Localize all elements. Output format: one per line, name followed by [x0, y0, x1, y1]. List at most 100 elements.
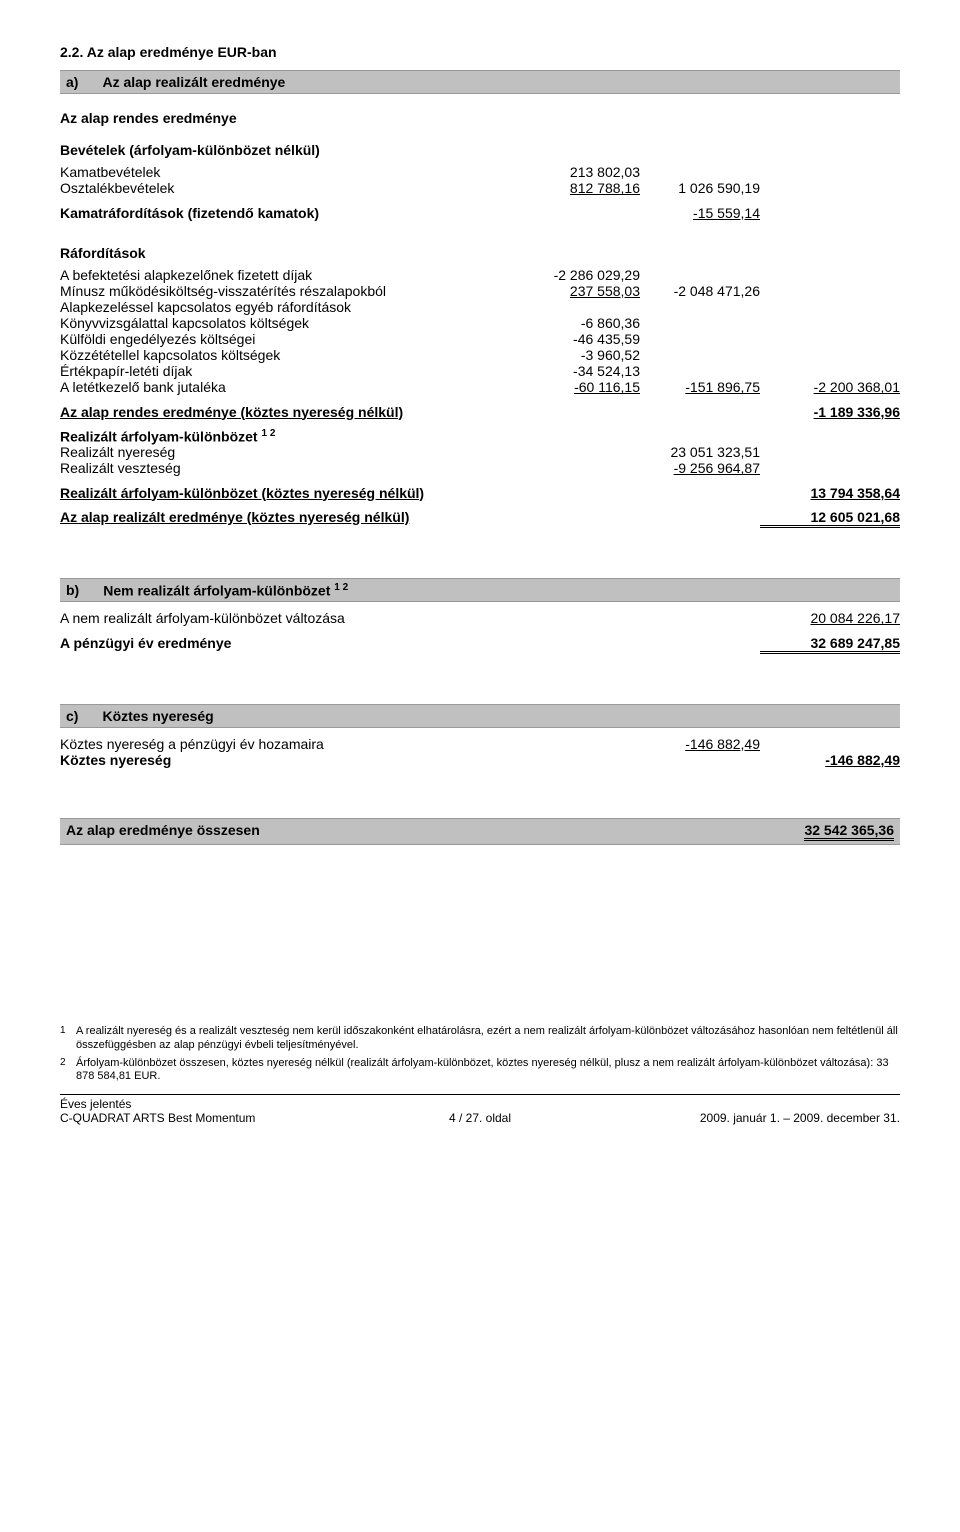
row-unrealized-change: A nem realizált árfolyam-különbözet vált… — [60, 610, 900, 626]
row-custodian: A letétkezelő bank jutaléka -60 116,15 -… — [60, 379, 900, 395]
label: Mínusz működésiköltség-visszatérítés rés… — [60, 283, 520, 299]
row-interest-expense: Kamatráfordítások (fizetendő kamatok) -1… — [60, 205, 900, 221]
footer-right-text: 2009. január 1. – 2009. december 31. — [700, 1111, 900, 1125]
col1: 812 788,16 — [520, 180, 640, 196]
col3: 13 794 358,64 — [760, 485, 900, 501]
label: Alapkezeléssel kapcsolatos egyéb ráfordí… — [60, 299, 520, 315]
col1: -6 860,36 — [520, 315, 640, 331]
col1: -60 116,15 — [520, 379, 640, 395]
col1: -3 960,52 — [520, 347, 640, 363]
total-bar: Az alap eredménye összesen 32 542 365,36 — [60, 818, 900, 845]
label: Az alap realizált eredménye (köztes nyer… — [60, 509, 520, 528]
col2: -146 882,49 — [640, 736, 760, 752]
row-interim-total: Köztes nyereség -146 882,49 — [60, 752, 900, 768]
label: Közzététellel kapcsolatos költségek — [60, 347, 520, 363]
label: A letétkezelő bank jutaléka — [60, 379, 520, 395]
col1 — [520, 404, 640, 420]
col2: -2 048 471,26 — [640, 283, 760, 299]
page: 2.2. Az alap eredménye EUR-ban a) Az ala… — [0, 0, 960, 1145]
col1: -2 286 029,29 — [520, 267, 640, 283]
col1: -34 524,13 — [520, 363, 640, 379]
col2 — [640, 404, 760, 420]
col1 — [520, 299, 640, 315]
label: Köztes nyereség a pénzügyi év hozamaira — [60, 736, 520, 752]
label: Köztes nyereség — [60, 752, 520, 768]
label: Realizált árfolyam-különbözet (köztes ny… — [60, 485, 520, 501]
label: A pénzügyi év eredménye — [60, 635, 520, 654]
col3 — [760, 164, 900, 180]
label: Realizált árfolyam-különbözet 1 2 — [60, 428, 520, 445]
income-heading: Bevételek (árfolyam-különbözet nélkül) — [60, 142, 900, 158]
footnote-1: 1 A realizált nyereség és a realizált ve… — [60, 1025, 900, 1053]
footer-mid-text: 4 / 27. oldal — [449, 1111, 511, 1125]
row-minus-reimb: Mínusz működésiköltség-visszatérítés rés… — [60, 283, 900, 299]
footnote-1-text: A realizált nyereség és a realizált vesz… — [76, 1025, 900, 1053]
col3: -146 882,49 — [760, 752, 900, 768]
footnote-2-num: 2 — [60, 1057, 70, 1085]
col3 — [760, 315, 900, 331]
footnote-2: 2 Árfolyam-különbözet összesen, köztes n… — [60, 1057, 900, 1085]
col3 — [760, 363, 900, 379]
page-footer: Éves jelentés C-QUADRAT ARTS Best Moment… — [60, 1094, 900, 1125]
col2 — [640, 347, 760, 363]
col1 — [520, 205, 640, 221]
col2: 23 051 323,51 — [640, 444, 760, 460]
label: A nem realizált árfolyam-különbözet vált… — [60, 610, 520, 626]
col3 — [760, 283, 900, 299]
footer-right: 2009. január 1. – 2009. december 31. — [564, 1097, 900, 1125]
footer-left-line2: C-QUADRAT ARTS Best Momentum — [60, 1111, 255, 1125]
section-b-letter: b) — [66, 582, 79, 599]
col2: -9 256 964,87 — [640, 460, 760, 476]
row-year-result: A pénzügyi év eredménye 32 689 247,85 — [60, 635, 900, 654]
financial-section: 2.2. Az alap eredménye EUR-ban a) Az ala… — [60, 44, 900, 845]
total-label: Az alap eredménye összesen — [66, 822, 260, 841]
col2 — [640, 331, 760, 347]
label: Az alap rendes eredménye (köztes nyeresé… — [60, 404, 520, 420]
label: Kamatráfordítások (fizetendő kamatok) — [60, 205, 520, 221]
main-title: 2.2. Az alap eredménye EUR-ban — [60, 44, 900, 60]
col3 — [760, 299, 900, 315]
row-interest: Kamatbevételek 213 802,03 — [60, 164, 900, 180]
col3 — [760, 205, 900, 221]
col1: 213 802,03 — [520, 164, 640, 180]
realized-heading-sup: 1 2 — [261, 428, 275, 439]
row-realized-sum: Realizált árfolyam-különbözet (köztes ny… — [60, 485, 900, 501]
col3: 12 605 021,68 — [760, 509, 900, 528]
label: Realizált veszteség — [60, 460, 520, 476]
row-ordinary-result: Az alap rendes eredménye (köztes nyeresé… — [60, 404, 900, 420]
section-a-title: Az alap realizált eredménye — [102, 74, 285, 90]
col3 — [760, 347, 900, 363]
col2: -15 559,14 — [640, 205, 760, 221]
footnotes: 1 A realizált nyereség és a realizált ve… — [60, 1025, 900, 1084]
realized-heading-text: Realizált árfolyam-különbözet — [60, 428, 258, 444]
section-c-letter: c) — [66, 708, 78, 724]
section-b-title-text: Nem realizált árfolyam-különbözet — [103, 582, 334, 598]
col3: -2 200 368,01 — [760, 379, 900, 395]
section-b-title-sup: 1 2 — [334, 582, 348, 593]
row-publication: Közzététellel kapcsolatos költségek -3 9… — [60, 347, 900, 363]
realized-heading: Realizált árfolyam-különbözet 1 2 — [60, 428, 900, 445]
label: A befektetési alapkezelőnek fizetett díj… — [60, 267, 520, 283]
col2 — [640, 267, 760, 283]
row-securities: Értékpapír-letéti díjak -34 524,13 — [60, 363, 900, 379]
expenses-heading: Ráfordítások — [60, 245, 900, 261]
col1: 237 558,03 — [520, 283, 640, 299]
section-b-bar: b) Nem realizált árfolyam-különbözet 1 2 — [60, 578, 900, 603]
footnote-1-num: 1 — [60, 1025, 70, 1053]
row-audit: Könyvvizsgálattal kapcsolatos költségek … — [60, 315, 900, 331]
row-dividends: Osztalékbevételek 812 788,16 1 026 590,1… — [60, 180, 900, 196]
row-foreign: Külföldi engedélyezés költségei -46 435,… — [60, 331, 900, 347]
label: Értékpapír-letéti díjak — [60, 363, 520, 379]
section-a-letter: a) — [66, 74, 78, 90]
row-other-heading: Alapkezeléssel kapcsolatos egyéb ráfordí… — [60, 299, 900, 315]
section-c-title: Köztes nyereség — [102, 708, 213, 724]
col3 — [760, 331, 900, 347]
row-realized-total: Az alap realizált eredménye (köztes nyer… — [60, 509, 900, 528]
col2 — [640, 299, 760, 315]
section-a-bar: a) Az alap realizált eredménye — [60, 70, 900, 94]
label: Könyvvizsgálattal kapcsolatos költségek — [60, 315, 520, 331]
label: Osztalékbevételek — [60, 180, 520, 196]
label: Realizált nyereség — [60, 444, 520, 460]
label: Kamatbevételek — [60, 164, 520, 180]
row-mgmt-fee: A befektetési alapkezelőnek fizetett díj… — [60, 267, 900, 283]
